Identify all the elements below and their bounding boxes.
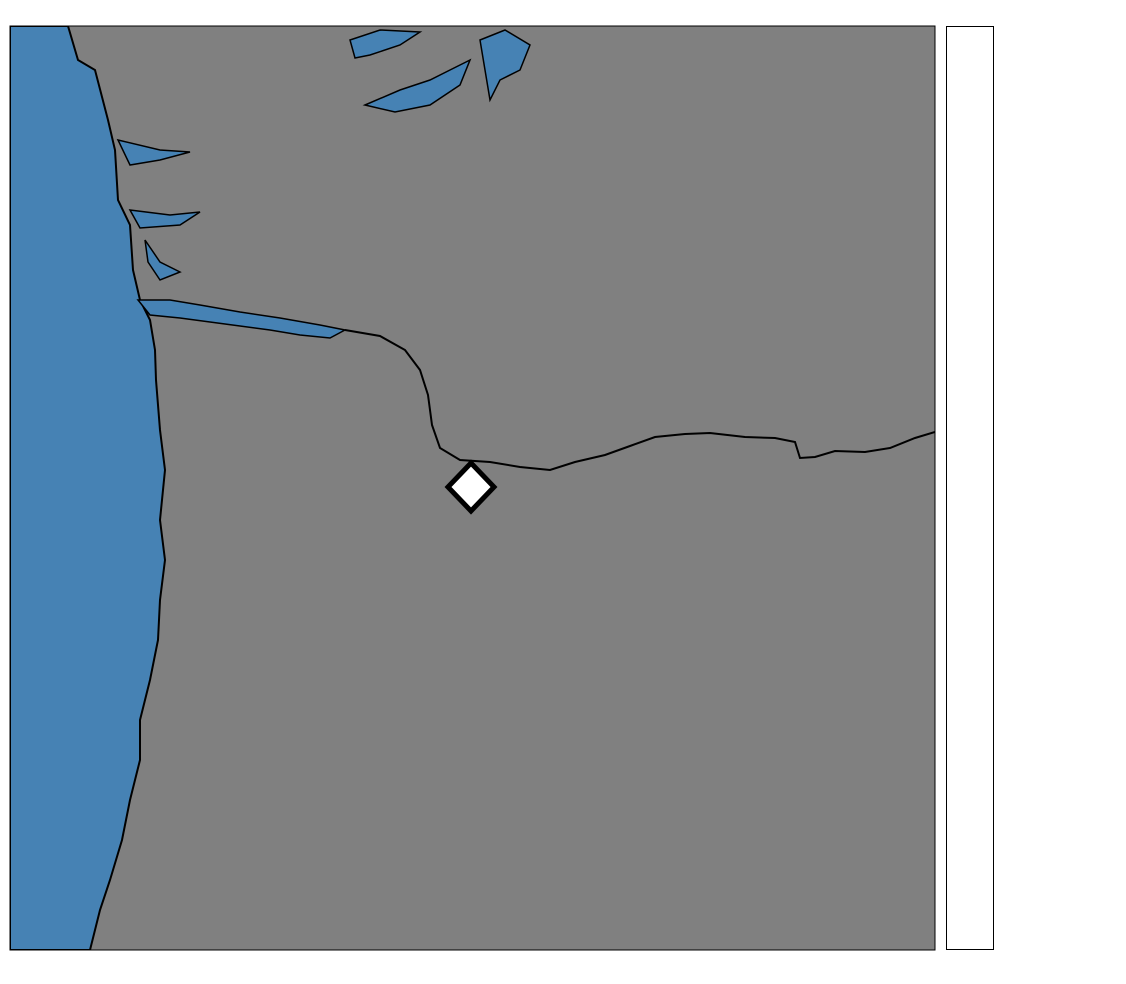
columbia-river — [136, 299, 348, 339]
location-marker-icon — [444, 459, 498, 515]
puget-sound — [349, 29, 531, 113]
state-border-line — [344, 329, 935, 472]
coastal-bays — [116, 138, 201, 281]
pacific-ocean — [10, 26, 167, 950]
map-frame — [9, 25, 936, 951]
colorbar — [946, 26, 994, 950]
